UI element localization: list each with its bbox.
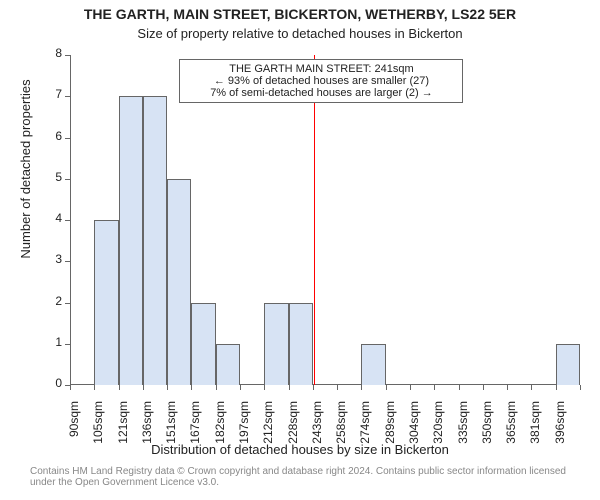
- y-tick-label: 6: [40, 129, 62, 143]
- x-tick-label: 320sqm: [431, 401, 445, 451]
- y-tick-label: 8: [40, 46, 62, 60]
- x-tick-mark: [216, 385, 217, 390]
- callout-line: ← 93% of detached houses are smaller (27…: [186, 75, 456, 87]
- y-tick-label: 3: [40, 252, 62, 266]
- x-tick-mark: [289, 385, 290, 390]
- x-tick-label: 121sqm: [116, 401, 130, 451]
- x-tick-label: 90sqm: [67, 401, 81, 451]
- x-tick-label: 151sqm: [164, 401, 178, 451]
- x-tick-mark: [191, 385, 192, 390]
- y-axis-line: [70, 55, 71, 385]
- histogram-bar: [264, 303, 288, 386]
- histogram-bar: [94, 220, 118, 385]
- x-tick-mark: [580, 385, 581, 390]
- y-tick-mark: [65, 261, 70, 262]
- x-tick-mark: [507, 385, 508, 390]
- x-tick-label: 304sqm: [407, 401, 421, 451]
- histogram-bar: [167, 179, 191, 385]
- marker-line: [314, 55, 315, 385]
- x-tick-label: 136sqm: [140, 401, 154, 451]
- x-tick-mark: [119, 385, 120, 390]
- x-tick-mark: [337, 385, 338, 390]
- histogram-bar: [556, 344, 580, 385]
- x-tick-label: 182sqm: [213, 401, 227, 451]
- x-tick-label: 289sqm: [383, 401, 397, 451]
- attribution-text: Contains HM Land Registry data © Crown c…: [30, 466, 590, 488]
- x-tick-mark: [386, 385, 387, 390]
- y-tick-label: 0: [40, 376, 62, 390]
- x-tick-mark: [483, 385, 484, 390]
- chart-subtitle: Size of property relative to detached ho…: [0, 26, 600, 41]
- x-tick-label: 197sqm: [237, 401, 251, 451]
- chart-root: { "chart": { "type": "histogram", "title…: [0, 0, 600, 500]
- histogram-bar: [361, 344, 385, 385]
- histogram-bar: [143, 96, 167, 385]
- x-tick-label: 258sqm: [334, 401, 348, 451]
- x-tick-label: 105sqm: [91, 401, 105, 451]
- x-tick-mark: [434, 385, 435, 390]
- x-tick-mark: [70, 385, 71, 390]
- plot-area: THE GARTH MAIN STREET: 241sqm← 93% of de…: [70, 54, 580, 385]
- x-tick-mark: [167, 385, 168, 390]
- x-tick-mark: [361, 385, 362, 390]
- x-tick-mark: [556, 385, 557, 390]
- x-tick-mark: [240, 385, 241, 390]
- x-tick-label: 350sqm: [480, 401, 494, 451]
- callout-line: THE GARTH MAIN STREET: 241sqm: [186, 63, 456, 75]
- y-tick-mark: [65, 96, 70, 97]
- x-tick-label: 396sqm: [553, 401, 567, 451]
- x-tick-label: 335sqm: [456, 401, 470, 451]
- x-tick-label: 381sqm: [528, 401, 542, 451]
- y-tick-mark: [65, 179, 70, 180]
- y-tick-mark: [65, 220, 70, 221]
- x-tick-label: 365sqm: [504, 401, 518, 451]
- x-tick-label: 243sqm: [310, 401, 324, 451]
- callout-line: 7% of semi-detached houses are larger (2…: [186, 87, 456, 99]
- chart-title: THE GARTH, MAIN STREET, BICKERTON, WETHE…: [0, 6, 600, 22]
- x-tick-mark: [531, 385, 532, 390]
- x-tick-label: 274sqm: [358, 401, 372, 451]
- x-tick-mark: [143, 385, 144, 390]
- x-tick-label: 228sqm: [286, 401, 300, 451]
- y-axis-label: Number of detached properties: [18, 19, 33, 319]
- y-tick-mark: [65, 55, 70, 56]
- y-tick-mark: [65, 344, 70, 345]
- y-tick-label: 1: [40, 335, 62, 349]
- x-tick-label: 212sqm: [261, 401, 275, 451]
- x-tick-label: 167sqm: [188, 401, 202, 451]
- histogram-bar: [119, 96, 143, 385]
- marker-callout: THE GARTH MAIN STREET: 241sqm← 93% of de…: [179, 59, 463, 103]
- histogram-bar: [191, 303, 215, 386]
- y-tick-label: 2: [40, 294, 62, 308]
- y-tick-label: 4: [40, 211, 62, 225]
- x-tick-mark: [264, 385, 265, 390]
- y-tick-label: 5: [40, 170, 62, 184]
- x-tick-mark: [313, 385, 314, 390]
- x-tick-mark: [410, 385, 411, 390]
- histogram-bar: [216, 344, 240, 385]
- y-tick-label: 7: [40, 87, 62, 101]
- y-tick-mark: [65, 138, 70, 139]
- x-tick-mark: [459, 385, 460, 390]
- y-tick-mark: [65, 303, 70, 304]
- x-tick-mark: [94, 385, 95, 390]
- histogram-bar: [289, 303, 313, 386]
